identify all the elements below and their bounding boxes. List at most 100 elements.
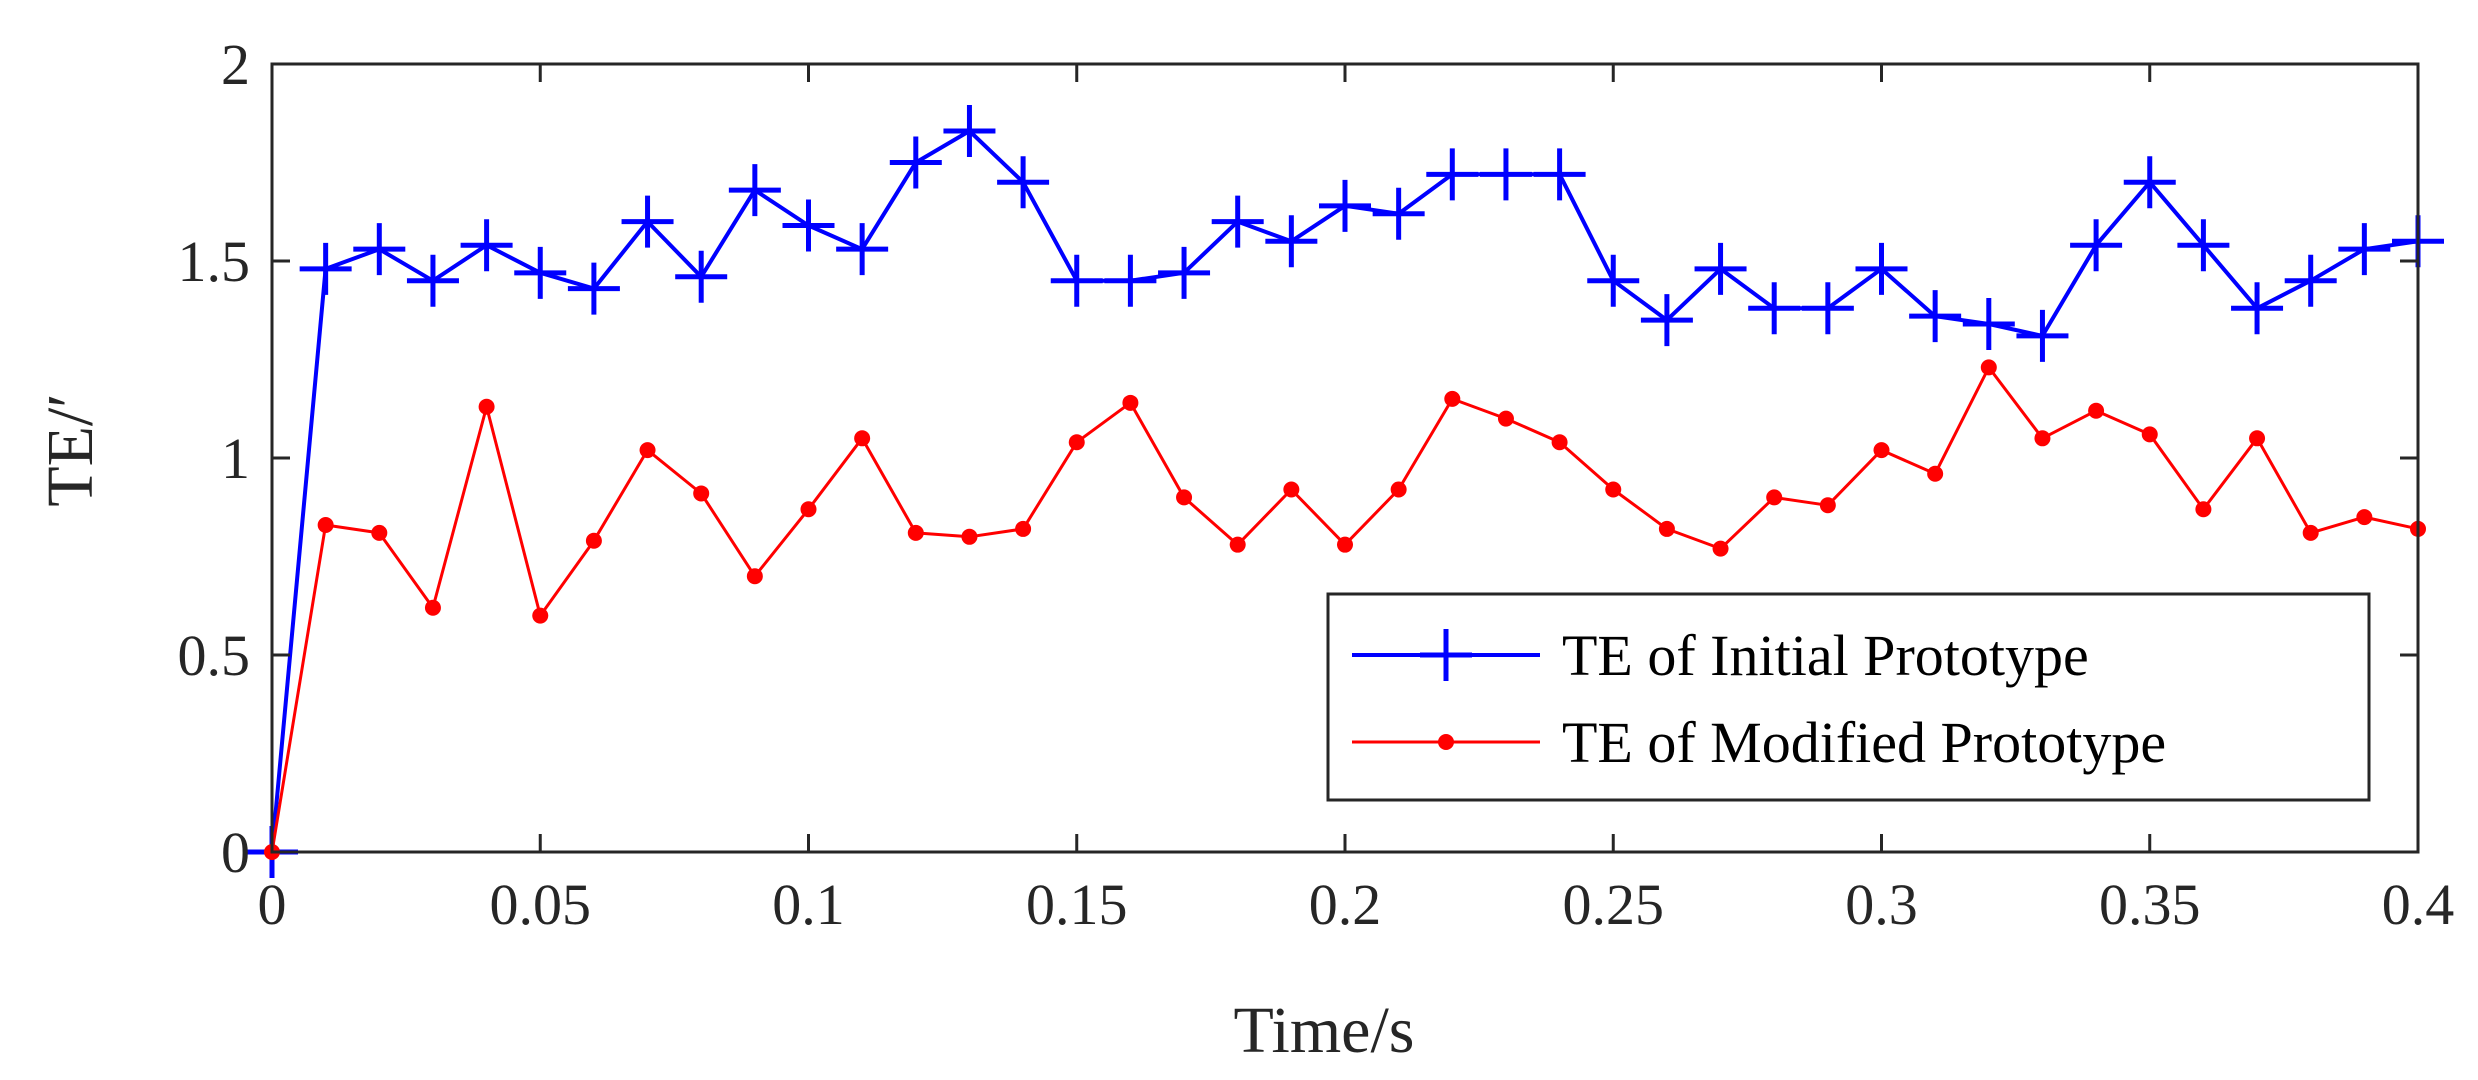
data-point-plus [2177, 219, 2230, 272]
x-tick-label: 0.25 [1563, 872, 1665, 937]
legend-marker-initial [1420, 629, 1472, 681]
data-point-plus [2284, 254, 2337, 307]
data-point-dot [693, 485, 710, 502]
data-point-dot [2249, 430, 2266, 447]
data-point-dot [532, 607, 549, 624]
data-point-dot [1658, 520, 1675, 537]
data-point-plus [1211, 195, 1264, 248]
data-point-plus [1855, 242, 1908, 295]
data-point-dot [371, 524, 388, 541]
data-point-plus [567, 262, 620, 315]
y-tick-label: 0.5 [178, 623, 251, 688]
data-point-dot [1980, 359, 1997, 376]
series-initial [246, 104, 2444, 878]
series-modified [264, 359, 2426, 860]
tick-layer: 0 0.05 0.1 0.15 0.2 0.25 0.3 0.35 0.4 0 0.5 1 1.5 2 [178, 32, 2455, 937]
data-point-plus [675, 250, 728, 303]
data-point-dot [1176, 489, 1193, 506]
x-tick-label: 0.15 [1026, 872, 1128, 937]
data-point-plus [1909, 290, 1962, 343]
data-point-plus [1640, 294, 1693, 347]
data-point-dot [1551, 434, 1568, 451]
data-point-dot [2356, 509, 2373, 526]
data-point-plus [2070, 219, 2123, 272]
data-point-dot [1015, 520, 1032, 537]
data-point-plus [943, 104, 996, 157]
x-tick-label: 0.1 [772, 872, 845, 937]
data-point-dot [1122, 394, 1139, 411]
legend-box [1326, 592, 2371, 802]
data-point-dot [961, 528, 978, 545]
data-point-plus [1265, 215, 1318, 268]
data-point-plus [2338, 223, 2391, 276]
y-tick-label: 0 [221, 820, 250, 885]
data-point-dot [1444, 390, 1461, 407]
data-point-plus [1748, 282, 1801, 335]
data-point-dot [585, 532, 602, 549]
data-point-plus [1694, 242, 1747, 295]
data-point-dot [1068, 434, 1085, 451]
y-tick-label: 1 [221, 426, 250, 491]
data-point-plus [514, 246, 567, 299]
data-point-plus [1319, 179, 1371, 232]
legend-dot-marker [1438, 734, 1454, 750]
data-point-plus [1533, 148, 1586, 201]
data-point-plus [1372, 187, 1425, 240]
x-tick-label: 0.05 [490, 872, 592, 937]
data-point-dot [800, 501, 817, 518]
data-point-plus [1050, 254, 1103, 307]
data-point-plus [1587, 254, 1640, 307]
data-point-plus [1104, 254, 1157, 307]
data-point-plus [1962, 298, 2015, 351]
data-point-plus [889, 136, 942, 189]
data-point-plus [782, 199, 835, 252]
x-tick-label: 0 [258, 872, 287, 937]
data-point-dot [1873, 442, 1890, 459]
data-point-plus [621, 195, 674, 248]
data-point-dot [1390, 481, 1407, 498]
legend: TE of Initial Prototype TE of Modified P… [1326, 592, 2371, 802]
data-point-plus [1479, 148, 1532, 201]
data-point-plus [1426, 148, 1479, 201]
data-point-plus [353, 223, 406, 276]
data-point-dot [907, 524, 924, 541]
data-point-dot [2034, 430, 2051, 447]
y-axis-label: TE/′ [34, 393, 107, 506]
x-tick-label: 0.4 [2382, 872, 2455, 937]
data-point-dot [2141, 426, 2158, 443]
y-tick-label: 2 [221, 32, 250, 97]
x-tick-label: 0.3 [1845, 872, 1918, 937]
data-point-plus [2016, 309, 2069, 362]
data-point-dot [478, 398, 495, 415]
data-point-dot [2088, 402, 2105, 419]
data-point-dot [424, 599, 441, 616]
data-point-dot [1712, 540, 1729, 557]
axes-box [270, 62, 2420, 854]
data-point-dot [317, 516, 334, 533]
legend-label-initial: TE of Initial Prototype [1562, 623, 2089, 688]
data-point-plus [997, 156, 1050, 209]
legend-marker-modified [1438, 734, 1454, 750]
data-point-dot [2302, 524, 2319, 541]
data-point-plus [1158, 246, 1211, 299]
data-point-dot [639, 442, 656, 459]
data-point-dot [854, 430, 871, 447]
x-axis-label: Time/s [1234, 994, 1415, 1067]
data-point-plus [728, 164, 781, 217]
x-tick-label: 0.2 [1309, 872, 1382, 937]
series-layer [246, 104, 2444, 878]
data-point-dot [746, 568, 763, 585]
data-point-plus [406, 254, 459, 307]
data-point-dot [1927, 465, 1944, 482]
data-point-dot [1497, 410, 1514, 427]
data-point-plus [2123, 156, 2176, 209]
data-point-dot [1819, 497, 1836, 514]
data-point-plus [460, 219, 513, 272]
y-tick-label: 1.5 [178, 229, 251, 294]
data-point-plus [836, 223, 889, 276]
data-point-dot [2195, 501, 2212, 518]
data-point-plus [299, 242, 352, 295]
legend-plus-marker [1420, 629, 1472, 681]
data-point-dot [1766, 489, 1783, 506]
